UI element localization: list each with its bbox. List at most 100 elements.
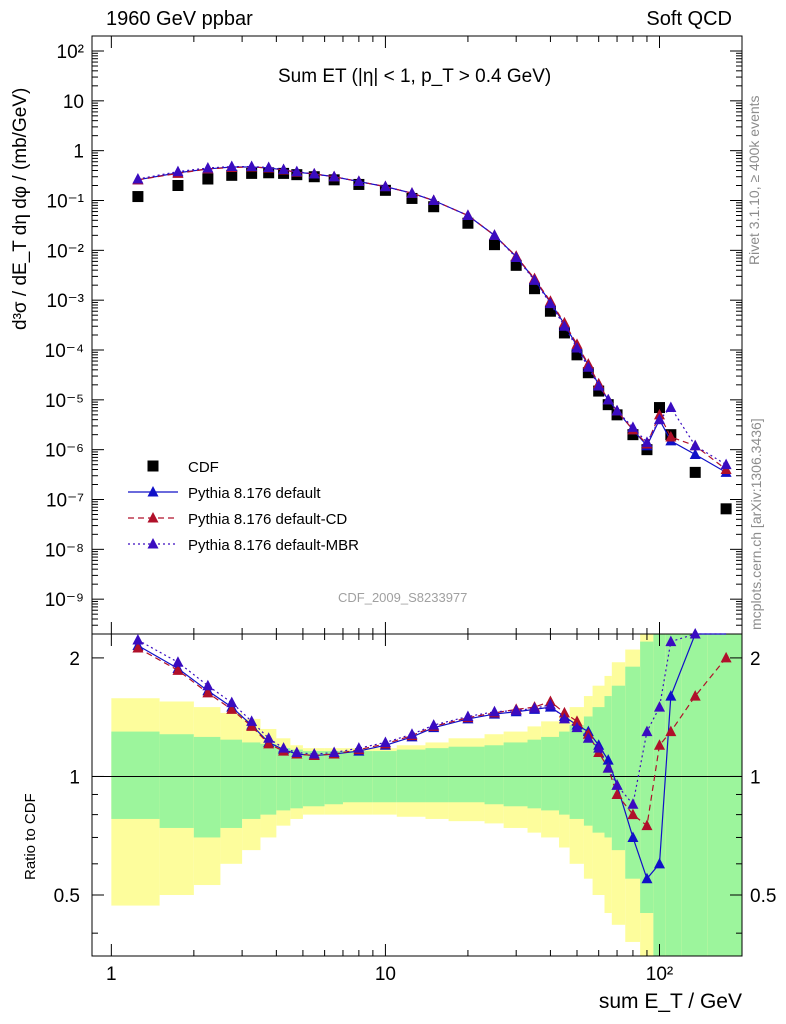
ratio-tick-label-right: 1 bbox=[750, 767, 761, 788]
y-tick-label: 10⁻² bbox=[47, 241, 85, 262]
data-point bbox=[544, 305, 556, 317]
data-point bbox=[308, 168, 320, 179]
y-axis-label: d³σ / dE_T dη dφ / (mb/GeV) bbox=[10, 87, 31, 330]
ratio-point bbox=[172, 656, 184, 667]
ratio-point bbox=[720, 651, 732, 663]
ratio-point bbox=[226, 703, 238, 714]
ratio-point bbox=[571, 715, 583, 726]
stat-uncertainty-band bbox=[665, 634, 682, 956]
stat-uncertainty-band bbox=[681, 634, 708, 956]
data-point bbox=[689, 448, 701, 459]
ratio-point bbox=[558, 706, 570, 718]
data-point bbox=[488, 239, 500, 251]
legend-entry: Pythia 8.176 default bbox=[128, 485, 321, 502]
analysis-id: CDF_2009_S8233977 bbox=[338, 590, 468, 605]
ratio-point bbox=[353, 742, 365, 753]
ratio-point bbox=[689, 628, 701, 639]
series-3 bbox=[132, 160, 732, 470]
data-point bbox=[246, 160, 258, 172]
ratio-point bbox=[278, 742, 290, 753]
y-tick-label: 10² bbox=[57, 42, 84, 63]
header-process-label: Soft QCD bbox=[646, 8, 732, 30]
data-point bbox=[653, 413, 665, 425]
ratio-point bbox=[653, 857, 665, 869]
series-0 bbox=[132, 167, 732, 515]
data-point bbox=[379, 180, 391, 192]
stat-uncertainty-band bbox=[707, 634, 742, 956]
ratio-point bbox=[689, 690, 701, 701]
y-tick-label: 1 bbox=[73, 142, 84, 163]
stat-uncertainty-band bbox=[583, 716, 593, 826]
data-point bbox=[602, 399, 614, 411]
data-point bbox=[641, 436, 653, 447]
data-point bbox=[353, 175, 365, 187]
stat-uncertainty-band bbox=[111, 731, 160, 819]
data-point bbox=[593, 385, 605, 397]
ratio-y-axis-label: Ratio to CDF bbox=[22, 793, 39, 880]
stat-uncertainty-band bbox=[611, 685, 626, 851]
data-point bbox=[571, 349, 583, 361]
ratio-point bbox=[510, 704, 522, 716]
ratio-plot-frame: 1 10 10² 0.5 0.5 1 1 2 2 bbox=[54, 36, 776, 985]
ratio-point bbox=[571, 721, 583, 733]
stat-uncertainty-band bbox=[484, 745, 504, 805]
ratio-point bbox=[172, 664, 184, 675]
ratio-point bbox=[627, 831, 639, 842]
ratio-point bbox=[132, 634, 144, 645]
legend-marker bbox=[147, 460, 159, 472]
data-point bbox=[510, 251, 522, 262]
ratio-point bbox=[641, 819, 653, 831]
y-tick-label: 10⁻⁷ bbox=[46, 491, 84, 512]
data-point bbox=[627, 429, 639, 441]
x-axis-label: sum E_T / GeV bbox=[598, 990, 742, 1013]
stat-uncertainty-band bbox=[503, 742, 528, 807]
ratio-uncertainty-bands bbox=[111, 634, 742, 956]
stat-uncertainty-band bbox=[302, 751, 325, 807]
data-point bbox=[291, 165, 303, 177]
data-point bbox=[406, 187, 418, 198]
data-point bbox=[132, 191, 144, 203]
data-point bbox=[558, 320, 570, 331]
y-tick-label: 10⁻¹ bbox=[47, 192, 85, 213]
data-point bbox=[328, 170, 340, 182]
data-point bbox=[582, 367, 594, 379]
series-line bbox=[137, 166, 727, 473]
data-point bbox=[226, 169, 238, 181]
y-tick-label: 10⁻³ bbox=[47, 291, 85, 312]
legend: CDF Pythia 8.176 default Pythia 8.176 defa… bbox=[128, 459, 359, 554]
stat-uncertainty-band bbox=[425, 748, 449, 803]
y-tick-label: 10⁻⁵ bbox=[45, 391, 84, 412]
stat-uncertainty-band bbox=[324, 751, 343, 805]
data-point bbox=[720, 503, 732, 515]
x-tick-label: 10² bbox=[646, 964, 673, 985]
legend-marker bbox=[147, 538, 159, 549]
data-point bbox=[406, 192, 418, 204]
ratio-point bbox=[132, 641, 144, 653]
ratio-point bbox=[582, 732, 594, 743]
ratio-point bbox=[379, 736, 391, 747]
ratio-point bbox=[544, 698, 556, 710]
ratio-point bbox=[488, 705, 500, 717]
data-point bbox=[653, 402, 665, 414]
data-point bbox=[571, 341, 583, 353]
data-point bbox=[665, 401, 677, 413]
data-point bbox=[263, 167, 275, 179]
ratio-point bbox=[291, 746, 303, 758]
stat-uncertainty-band bbox=[640, 641, 654, 914]
ratio-point bbox=[558, 712, 570, 724]
data-point bbox=[665, 430, 677, 442]
data-point bbox=[202, 161, 214, 173]
data-point bbox=[246, 167, 258, 179]
data-point bbox=[172, 180, 184, 191]
ratio-point bbox=[641, 872, 653, 884]
data-point bbox=[529, 274, 541, 285]
ratio-point bbox=[202, 679, 214, 691]
stat-uncertainty-band bbox=[527, 739, 542, 809]
stat-uncertainty-band bbox=[242, 742, 261, 819]
data-point bbox=[202, 173, 214, 185]
stat-uncertainty-band bbox=[290, 749, 303, 809]
legend-marker bbox=[147, 486, 159, 497]
legend-entry: Pythia 8.176 default-CD bbox=[128, 511, 347, 528]
ratio-point bbox=[246, 715, 258, 726]
